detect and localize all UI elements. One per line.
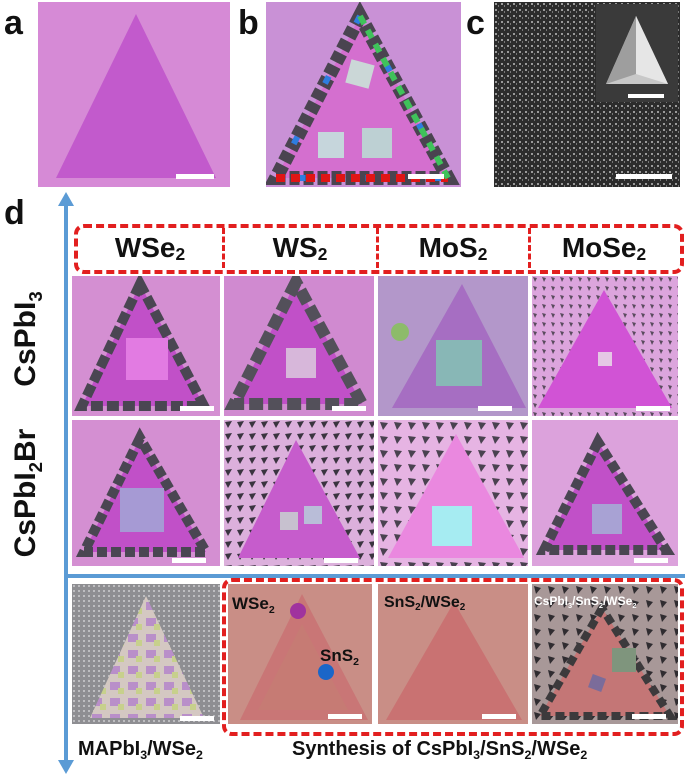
column-header-wse2: WSe 2 bbox=[114, 232, 186, 264]
inset-scale-bar bbox=[628, 94, 664, 98]
panel-a-micrograph bbox=[38, 2, 230, 187]
panel-label-a: a bbox=[4, 4, 23, 42]
panel-label-b: b bbox=[238, 4, 259, 42]
column-header-ws2: WS 2 bbox=[272, 232, 328, 264]
scale-bar bbox=[408, 174, 444, 179]
scale-bar bbox=[324, 558, 358, 563]
divider bbox=[376, 228, 379, 268]
micrograph-sns2-wse2 bbox=[378, 584, 528, 724]
label-cspbi3-sns2-wse2: CsPbI3/SnS2/WSe2 bbox=[534, 594, 637, 610]
micrograph-cspbi2br-mos2 bbox=[378, 420, 528, 566]
caption-synthesis: Synthesis of CsPbI3/SnS2/WSe2 bbox=[292, 738, 588, 763]
scale-bar bbox=[616, 174, 672, 179]
micrograph-mapbi3-wse2 bbox=[72, 584, 220, 724]
panel-label-d: d bbox=[4, 194, 25, 232]
scale-bar bbox=[172, 558, 206, 563]
micrograph-cspbi3-mose2 bbox=[532, 276, 678, 416]
row-label-cspbi3: CsPbI3 bbox=[9, 291, 46, 387]
label-sns2-wse2: SnS2/WSe2 bbox=[384, 594, 466, 614]
synthesis-highlight-box bbox=[222, 578, 684, 736]
scale-bar bbox=[332, 406, 366, 411]
micrograph-cspbi2br-mose2 bbox=[532, 420, 678, 566]
row-label-cspbi2br: CsPbI2Br bbox=[9, 428, 46, 558]
label-wse2: WSe2 bbox=[232, 594, 275, 616]
sns2-marker-dot bbox=[318, 664, 334, 680]
panel-c-sem-image bbox=[494, 2, 680, 187]
micrograph-cspbi3-ws2 bbox=[224, 276, 374, 416]
divider bbox=[222, 228, 225, 268]
scale-bar bbox=[328, 714, 362, 719]
micrograph-cspbi3-sns2-wse2 bbox=[532, 584, 678, 724]
micrograph-cspbi2br-ws2 bbox=[224, 420, 374, 566]
scale-bar bbox=[634, 558, 668, 563]
micrograph-cspbi2br-wse2 bbox=[72, 420, 220, 566]
column-header-mos2: MoS 2 bbox=[418, 232, 488, 264]
scale-bar bbox=[478, 406, 512, 411]
divider bbox=[528, 228, 531, 268]
scale-bar bbox=[176, 174, 214, 179]
label-sns2: SnS2 bbox=[320, 646, 359, 668]
panel-b-micrograph bbox=[266, 2, 461, 187]
axis-arrows bbox=[58, 192, 685, 774]
scale-bar bbox=[632, 714, 666, 719]
scale-bar bbox=[180, 406, 214, 411]
wse2-marker-dot bbox=[290, 603, 306, 619]
scale-bar bbox=[482, 714, 516, 719]
micrograph-cspbi3-wse2 bbox=[72, 276, 220, 416]
scale-bar bbox=[636, 406, 670, 411]
panel-label-c: c bbox=[466, 4, 485, 42]
column-header-box bbox=[74, 224, 684, 274]
micrograph-wse2-sns2 bbox=[228, 584, 372, 724]
micrograph-cspbi3-mos2 bbox=[378, 276, 528, 416]
scale-bar bbox=[180, 716, 214, 721]
column-header-mose2: MoSe 2 bbox=[561, 232, 647, 264]
caption-mapbi3-wse2: MAPbI3/WSe2 bbox=[78, 738, 203, 763]
